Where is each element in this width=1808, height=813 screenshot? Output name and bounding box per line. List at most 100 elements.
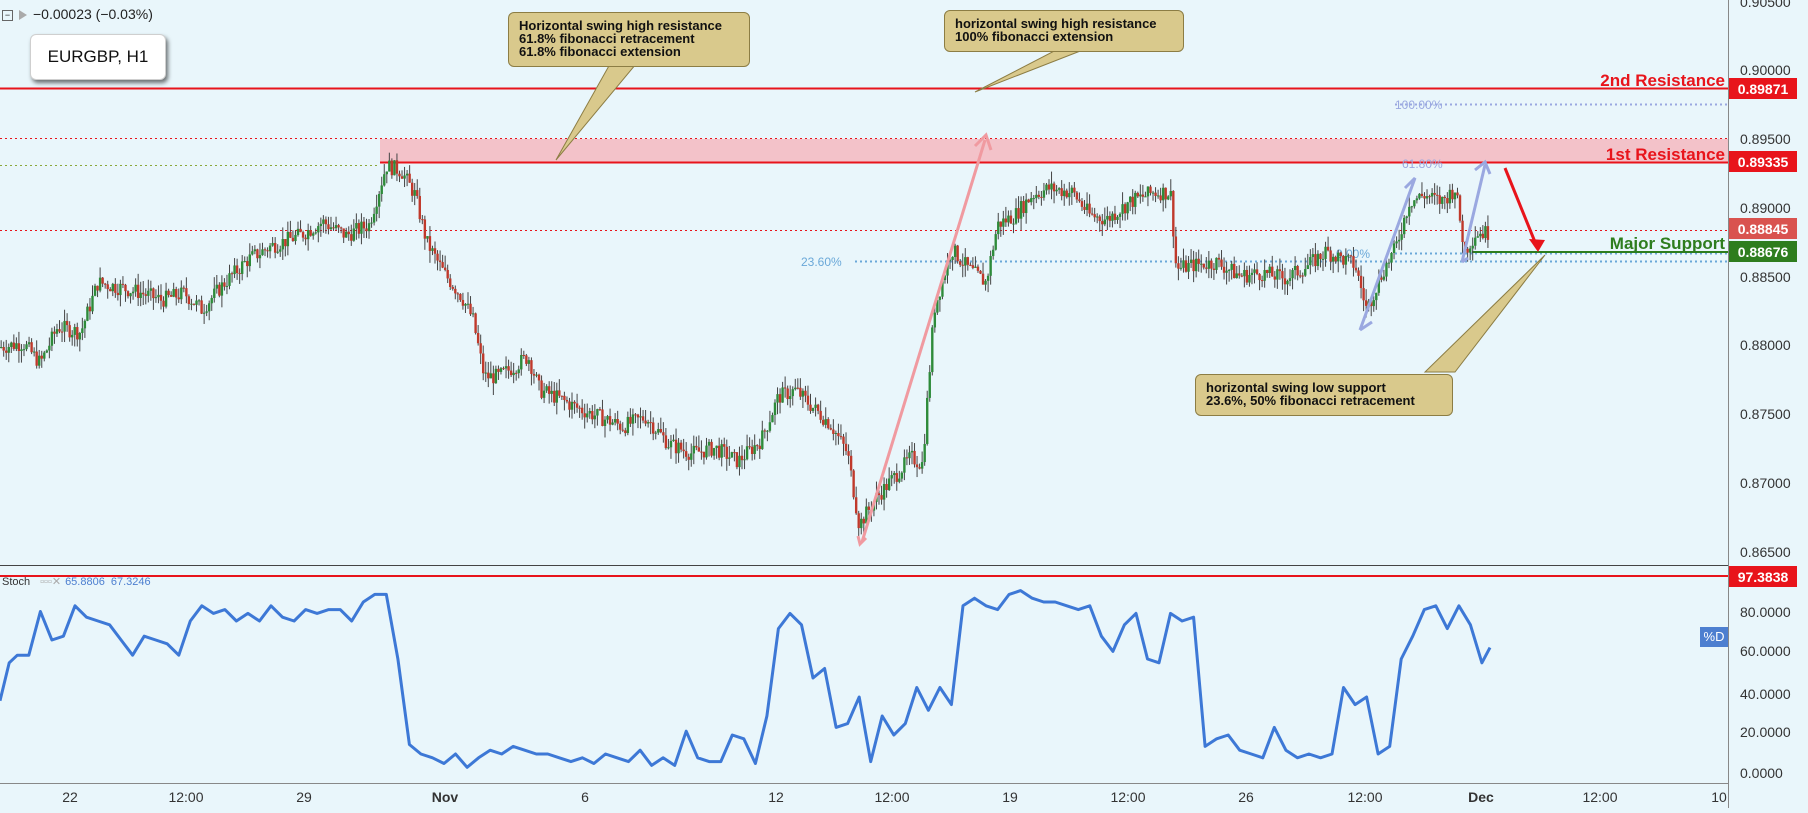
candle-body[interactable] xyxy=(1397,239,1401,242)
candle-body[interactable] xyxy=(322,219,325,224)
candle-body[interactable] xyxy=(258,255,262,259)
candle-body[interactable] xyxy=(1400,234,1403,240)
candle-body[interactable] xyxy=(903,457,906,473)
candle-body[interactable] xyxy=(400,176,404,179)
candle-body[interactable] xyxy=(796,387,800,389)
candle-body[interactable] xyxy=(408,173,411,183)
candle-body[interactable] xyxy=(900,472,904,479)
candle-body[interactable] xyxy=(1230,263,1233,270)
candle-body[interactable] xyxy=(684,451,688,457)
stoch-legend-settings-icon[interactable]: ▫▫▫✕ xyxy=(40,576,62,588)
candle-body[interactable] xyxy=(626,416,630,434)
candle-body[interactable] xyxy=(1159,195,1162,201)
candle-body[interactable] xyxy=(164,290,168,307)
candle-body[interactable] xyxy=(1428,196,1431,198)
candle-body[interactable] xyxy=(220,282,224,296)
candle-body[interactable] xyxy=(931,327,934,373)
candle-body[interactable] xyxy=(608,416,612,425)
stoch-legend[interactable]: Stoch ▫▫▫✕ 65.8806 67.3246 xyxy=(2,575,151,588)
candle-body[interactable] xyxy=(824,419,827,425)
candle-body[interactable] xyxy=(20,349,23,352)
candle-body[interactable] xyxy=(1260,280,1264,282)
candle-body[interactable] xyxy=(951,256,954,260)
candle-body[interactable] xyxy=(794,387,797,390)
candle-body[interactable] xyxy=(887,478,891,490)
candle-body[interactable] xyxy=(426,236,429,239)
candle-body[interactable] xyxy=(1014,208,1018,224)
candle-body[interactable] xyxy=(553,390,556,403)
candle-body[interactable] xyxy=(197,300,201,302)
candle-body[interactable] xyxy=(403,175,406,179)
candle-body[interactable] xyxy=(1265,270,1269,274)
candle-body[interactable] xyxy=(433,248,437,254)
candle-body[interactable] xyxy=(1484,226,1487,239)
candle-body[interactable] xyxy=(756,445,759,447)
candle-body[interactable] xyxy=(268,245,272,252)
candle-body[interactable] xyxy=(5,350,8,353)
candle-body[interactable] xyxy=(167,290,170,296)
candle-body[interactable] xyxy=(1240,275,1244,277)
candle-body[interactable] xyxy=(611,422,614,425)
candle-body[interactable] xyxy=(395,160,399,174)
candle-body[interactable] xyxy=(1481,233,1485,239)
candle-body[interactable] xyxy=(131,291,135,294)
candle-body[interactable] xyxy=(1458,195,1462,221)
candle-body[interactable] xyxy=(659,429,663,433)
candle-body[interactable] xyxy=(1286,280,1289,285)
candle-body[interactable] xyxy=(702,451,706,458)
candle-body[interactable] xyxy=(662,432,665,436)
candle-body[interactable] xyxy=(1118,213,1122,217)
candle-body[interactable] xyxy=(920,462,924,469)
candle-body[interactable] xyxy=(753,445,756,454)
candle-body[interactable] xyxy=(299,228,302,233)
candle-body[interactable] xyxy=(1392,243,1396,253)
candle-body[interactable] xyxy=(390,160,394,176)
candle-body[interactable] xyxy=(1405,216,1408,218)
candle-body[interactable] xyxy=(631,414,635,424)
candle-body[interactable] xyxy=(1035,194,1038,199)
candle-body[interactable] xyxy=(723,444,726,447)
candle-body[interactable] xyxy=(1352,256,1355,268)
candle-body[interactable] xyxy=(1359,275,1363,289)
candle-body[interactable] xyxy=(1402,217,1406,235)
candle-body[interactable] xyxy=(1468,248,1472,253)
candle-body[interactable] xyxy=(636,414,640,418)
candle-body[interactable] xyxy=(816,404,820,411)
candle-body[interactable] xyxy=(603,419,607,426)
candle-body[interactable] xyxy=(890,475,893,479)
candle-body[interactable] xyxy=(570,401,574,410)
candle-body[interactable] xyxy=(289,231,292,238)
candle-body[interactable] xyxy=(1291,270,1294,279)
candle-body[interactable] xyxy=(1273,276,1277,280)
candle-body[interactable] xyxy=(1233,263,1236,279)
candle-body[interactable] xyxy=(12,342,16,349)
flag-icon[interactable] xyxy=(19,10,27,21)
candle-body[interactable] xyxy=(1441,196,1444,204)
candle-body[interactable] xyxy=(1461,220,1464,243)
candle-body[interactable] xyxy=(1146,186,1150,197)
candle-body[interactable] xyxy=(149,288,153,291)
candle-body[interactable] xyxy=(360,221,363,234)
note-swing-high-618[interactable]: Horizontal swing high resistance 61.8% f… xyxy=(508,12,750,67)
candle-body[interactable] xyxy=(147,290,150,296)
candle-body[interactable] xyxy=(1339,252,1342,256)
candle-body[interactable] xyxy=(301,232,305,238)
candle-body[interactable] xyxy=(652,422,655,434)
candle-body[interactable] xyxy=(1263,270,1266,281)
candle-body[interactable] xyxy=(575,403,579,408)
candle-body[interactable] xyxy=(499,368,503,372)
candle-body[interactable] xyxy=(279,249,282,252)
candle-body[interactable] xyxy=(936,299,939,313)
candle-body[interactable] xyxy=(17,343,21,352)
candle-body[interactable] xyxy=(766,430,769,432)
candle-body[interactable] xyxy=(1222,266,1226,273)
candle-body[interactable] xyxy=(159,294,163,301)
candle-body[interactable] xyxy=(1433,192,1436,195)
candle-body[interactable] xyxy=(829,428,833,430)
candle-body[interactable] xyxy=(1243,269,1246,277)
candle-body[interactable] xyxy=(1456,192,1459,196)
candle-body[interactable] xyxy=(1347,255,1350,257)
candle-body[interactable] xyxy=(596,409,599,416)
candle-body[interactable] xyxy=(649,422,652,424)
candle-body[interactable] xyxy=(76,327,79,340)
